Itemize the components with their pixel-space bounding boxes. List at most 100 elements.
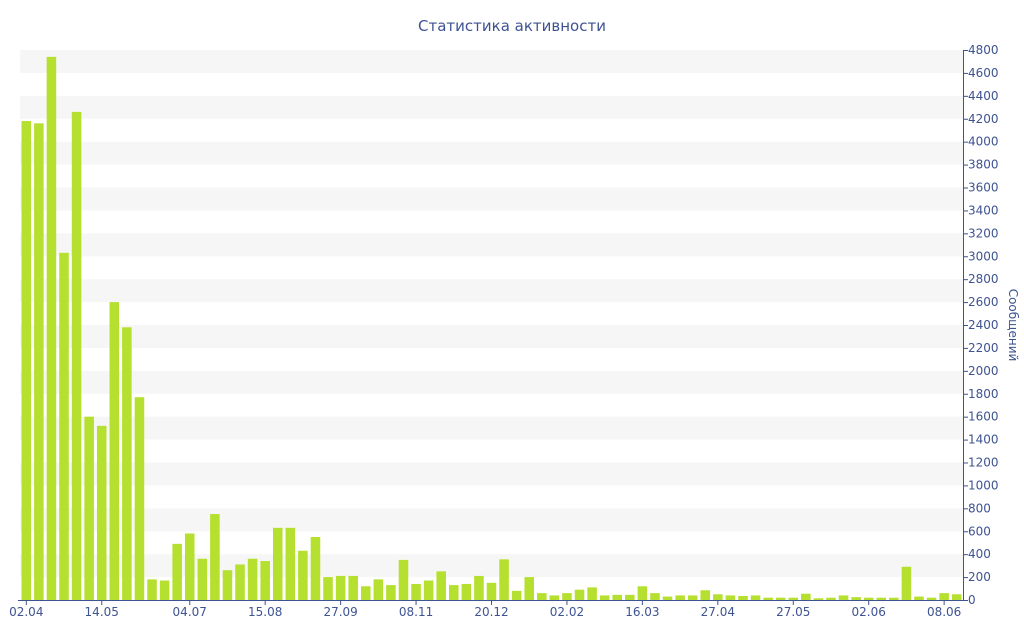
bar[interactable]	[71, 111, 82, 600]
grid-band	[20, 141, 963, 165]
bar[interactable]	[386, 585, 396, 600]
y-tick-label: 4600	[968, 66, 999, 80]
x-tick-label: 27.04	[701, 605, 735, 619]
bar[interactable]	[838, 595, 849, 600]
bar[interactable]	[184, 533, 195, 600]
bar[interactable]	[411, 583, 421, 600]
x-tick-label: 02.06	[852, 605, 886, 619]
x-tick-label: 02.04	[9, 605, 43, 619]
bar[interactable]	[700, 590, 711, 600]
bar[interactable]	[122, 327, 132, 600]
x-tick-label: 16.03	[625, 605, 659, 619]
bar[interactable]	[612, 594, 623, 600]
y-tick-label: 1600	[968, 410, 999, 424]
bar[interactable]	[738, 595, 748, 600]
bar[interactable]	[235, 564, 245, 600]
y-tick-label: 3400	[968, 203, 999, 217]
bar[interactable]	[59, 252, 69, 600]
bar[interactable]	[851, 597, 861, 600]
bar[interactable]	[247, 558, 258, 600]
y-tick-label: 4000	[968, 135, 999, 149]
bar[interactable]	[461, 583, 472, 600]
x-tick-label: 15.08	[248, 605, 282, 619]
bar[interactable]	[562, 593, 572, 600]
bar[interactable]	[574, 589, 585, 600]
bar[interactable]	[537, 593, 547, 600]
bar[interactable]	[901, 566, 912, 600]
bar[interactable]	[725, 595, 736, 600]
bar[interactable]	[109, 302, 120, 600]
bar[interactable]	[788, 597, 799, 600]
bar[interactable]	[939, 593, 949, 600]
bar[interactable]	[650, 593, 660, 600]
bar[interactable]	[46, 56, 57, 600]
bar[interactable]	[348, 575, 358, 600]
bar[interactable]	[21, 121, 32, 601]
bar[interactable]	[134, 397, 145, 600]
bar[interactable]	[310, 536, 321, 600]
y-tick-label: 3000	[968, 249, 999, 263]
bar[interactable]	[662, 596, 673, 600]
bar[interactable]	[222, 570, 233, 600]
chart-title: Статистика активности	[418, 17, 606, 35]
bar[interactable]	[172, 543, 182, 600]
bar[interactable]	[449, 585, 459, 600]
bar[interactable]	[511, 590, 522, 600]
y-tick-label: 1400	[968, 433, 999, 447]
y-tick-label: 2000	[968, 364, 999, 378]
bar[interactable]	[625, 594, 635, 600]
bar[interactable]	[285, 527, 296, 600]
x-tick-label: 27.05	[776, 605, 810, 619]
bar[interactable]	[84, 416, 94, 600]
y-tick-label: 3200	[968, 226, 999, 240]
grid-band	[20, 233, 963, 257]
y-tick-label: 2400	[968, 318, 999, 332]
bar[interactable]	[323, 577, 333, 600]
bar[interactable]	[801, 593, 811, 600]
bar[interactable]	[675, 595, 685, 600]
bar[interactable]	[335, 575, 346, 600]
grid-band	[20, 50, 963, 73]
bar[interactable]	[298, 550, 308, 600]
bar[interactable]	[486, 582, 497, 600]
bar[interactable]	[713, 594, 723, 600]
bar[interactable]	[197, 558, 208, 600]
bar[interactable]	[926, 597, 937, 600]
bar[interactable]	[147, 579, 157, 600]
grid-band	[20, 187, 963, 211]
bar[interactable]	[34, 123, 44, 600]
bar[interactable]	[423, 580, 434, 600]
bar[interactable]	[159, 580, 170, 600]
bar[interactable]	[499, 559, 509, 600]
bar[interactable]	[889, 597, 899, 600]
bar[interactable]	[876, 597, 887, 600]
bar[interactable]	[210, 514, 220, 600]
bar[interactable]	[524, 577, 534, 600]
bar[interactable]	[436, 571, 446, 600]
bar[interactable]	[373, 579, 384, 600]
y-tick-label: 200	[968, 570, 991, 584]
bar[interactable]	[96, 425, 107, 600]
bar[interactable]	[775, 597, 786, 600]
bar[interactable]	[474, 575, 484, 600]
grid-bands	[20, 50, 963, 578]
bar[interactable]	[549, 595, 560, 600]
bar[interactable]	[272, 527, 283, 600]
bar[interactable]	[260, 561, 270, 600]
axes: 0 200 400 600 800 1000 1200 1400 1600 1800 2000 220…	[9, 43, 998, 619]
bar[interactable]	[587, 587, 597, 600]
bar[interactable]	[951, 594, 962, 600]
grid-band	[20, 95, 963, 119]
bar[interactable]	[750, 595, 761, 600]
bar[interactable]	[398, 559, 409, 600]
bar[interactable]	[763, 597, 773, 600]
bar[interactable]	[914, 596, 924, 600]
y-tick-label: 3600	[968, 181, 999, 195]
bar[interactable]	[863, 597, 874, 600]
bar[interactable]	[637, 586, 648, 600]
bar[interactable]	[687, 595, 698, 600]
bar[interactable]	[826, 597, 836, 600]
bar[interactable]	[813, 598, 824, 600]
bar[interactable]	[360, 586, 371, 600]
bar[interactable]	[599, 595, 610, 600]
